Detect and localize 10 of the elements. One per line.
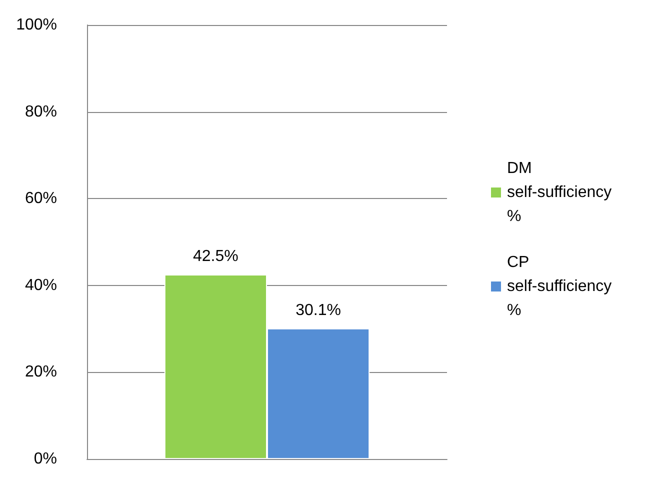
y-tick-label: 0%	[34, 450, 57, 468]
data-label: 42.5%	[193, 248, 238, 266]
y-tick-label: 80%	[24, 103, 57, 120]
y-tick-label: 100%	[16, 16, 57, 34]
y-tick-label: 60%	[24, 190, 57, 208]
data-label: 30.1%	[296, 302, 341, 319]
y-tick-label: 40%	[24, 276, 57, 294]
legend-label: CP self-sufficiency %	[507, 254, 616, 319]
legend-label: DM self-sufficiency %	[507, 160, 616, 225]
y-tick-label: 20%	[24, 364, 57, 381]
